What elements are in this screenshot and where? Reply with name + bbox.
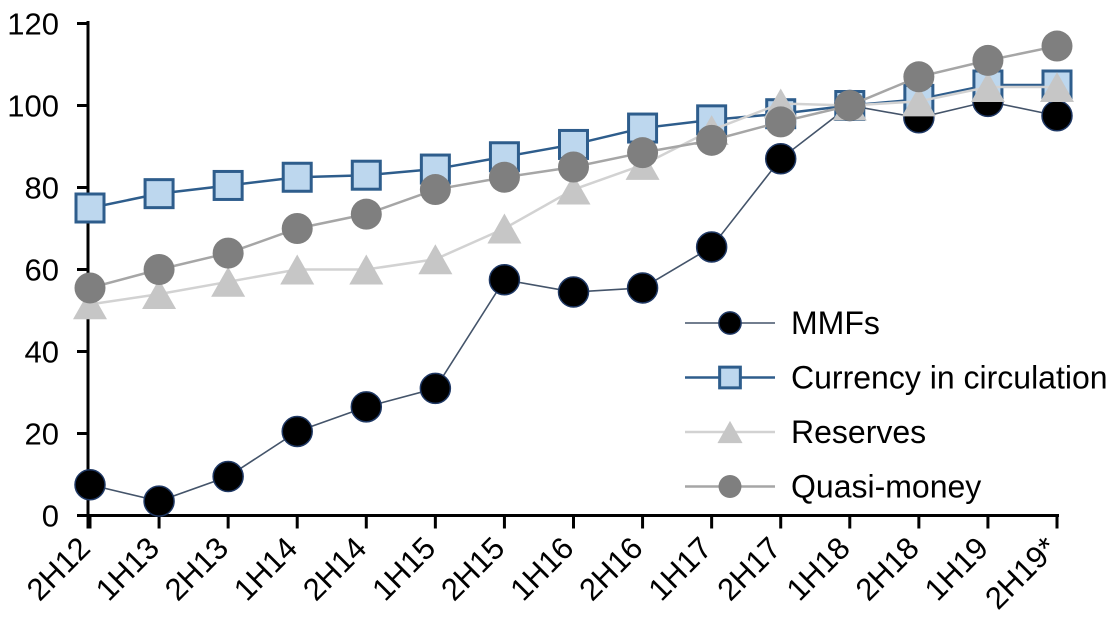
currency-in-circulation-legend-marker-icon bbox=[718, 365, 742, 390]
mmfs-marker bbox=[1041, 100, 1073, 132]
x-axis-label: 1H17 bbox=[641, 530, 718, 607]
x-axis-label: 1H14 bbox=[227, 530, 304, 607]
reserves-marker bbox=[901, 86, 936, 117]
mmfs-marker bbox=[212, 460, 244, 493]
quasi-money-marker bbox=[74, 272, 106, 304]
mmfs-marker bbox=[557, 276, 590, 308]
legend-item-mmfs: MMFs bbox=[685, 305, 880, 341]
quasi-money-marker bbox=[903, 61, 935, 93]
legend-label: MMFs bbox=[791, 305, 880, 341]
x-axis-label: 2H15 bbox=[434, 530, 511, 607]
reserves-marker bbox=[418, 244, 453, 275]
quasi-money-marker bbox=[350, 198, 382, 230]
quasi-money-marker bbox=[143, 254, 175, 285]
x-axis-label: 2H18 bbox=[849, 530, 926, 607]
mmfs-marker bbox=[281, 415, 313, 448]
x-axis-label: 1H16 bbox=[503, 530, 580, 607]
x-axis-label: 1H13 bbox=[89, 530, 166, 607]
reserves-marker bbox=[280, 254, 315, 285]
quasi-money-marker bbox=[972, 44, 1004, 76]
reserves-legend-marker-icon bbox=[717, 420, 743, 444]
quasi-money-marker bbox=[419, 174, 451, 206]
x-axis-label: 2H17 bbox=[711, 530, 788, 607]
reserves-marker bbox=[556, 174, 591, 205]
reserves-marker bbox=[211, 266, 246, 297]
mmfs-marker bbox=[143, 485, 175, 517]
mmfs-marker bbox=[695, 231, 728, 263]
legend-label: Reserves bbox=[791, 414, 926, 450]
y-axis-label: 20 bbox=[25, 417, 59, 452]
x-axis-label: 2H12 bbox=[20, 530, 97, 607]
y-axis-label: 100 bbox=[7, 89, 59, 124]
x-axis-label: 1H15 bbox=[365, 530, 442, 607]
y-axis-label: 0 bbox=[42, 499, 59, 534]
reserves-marker bbox=[1040, 72, 1074, 103]
x-axis-label: 2H14 bbox=[296, 530, 373, 607]
reserves-marker bbox=[142, 279, 177, 310]
legend-item-quasi-money: Quasi-money bbox=[685, 469, 981, 505]
legend: MMFs Currency in circulation Reserves Quasi… bbox=[685, 305, 1108, 505]
quasi-money-marker bbox=[765, 106, 797, 138]
currency-in-circulation-marker bbox=[350, 159, 382, 191]
reserves-marker bbox=[970, 72, 1005, 103]
quasi-money-marker bbox=[834, 90, 866, 121]
currency-in-circulation-marker bbox=[74, 192, 106, 224]
x-axis-label: 2H19* bbox=[978, 530, 1064, 616]
reserves-marker bbox=[73, 289, 107, 320]
legend-item-reserves: Reserves bbox=[685, 414, 926, 450]
quasi-money-marker bbox=[488, 161, 520, 193]
reserves-marker bbox=[349, 254, 384, 285]
mmfs-marker bbox=[74, 469, 106, 501]
mmfs-legend-marker-icon bbox=[718, 311, 742, 335]
mmfs-marker bbox=[419, 372, 452, 405]
mmfs-marker bbox=[626, 272, 659, 304]
y-axis-label: 60 bbox=[25, 253, 59, 288]
mmfs-marker bbox=[350, 391, 383, 423]
quasi-money-legend-marker-icon bbox=[718, 475, 742, 498]
quasi-money-marker bbox=[627, 137, 659, 169]
currency-in-circulation-marker bbox=[143, 178, 175, 210]
currency-in-circulation-marker bbox=[212, 169, 244, 201]
y-axis-label: 40 bbox=[25, 335, 59, 370]
y-axis-label: 120 bbox=[7, 7, 59, 42]
legend-label: Quasi-money bbox=[791, 469, 981, 505]
legend-item-currency-in-circulation: Currency in circulation bbox=[685, 360, 1108, 396]
currency-in-circulation-marker bbox=[281, 161, 313, 193]
quasi-money-marker bbox=[281, 213, 313, 244]
quasi-money-marker bbox=[558, 151, 589, 183]
y-axis-label: 80 bbox=[25, 171, 59, 206]
series-quasi-money bbox=[74, 30, 1073, 304]
legend-label: Currency in circulation bbox=[791, 360, 1108, 396]
quasi-money-marker bbox=[212, 237, 244, 269]
x-axis-label: 1H18 bbox=[780, 530, 857, 607]
mmfs-marker bbox=[764, 143, 797, 175]
quasi-money-marker bbox=[696, 124, 728, 156]
x-axis-label: 2H16 bbox=[572, 530, 649, 607]
mmfs-marker bbox=[488, 264, 521, 296]
reserves-marker bbox=[487, 213, 522, 244]
x-axis-label: 2H13 bbox=[158, 530, 235, 607]
quasi-money-marker bbox=[1041, 30, 1073, 62]
